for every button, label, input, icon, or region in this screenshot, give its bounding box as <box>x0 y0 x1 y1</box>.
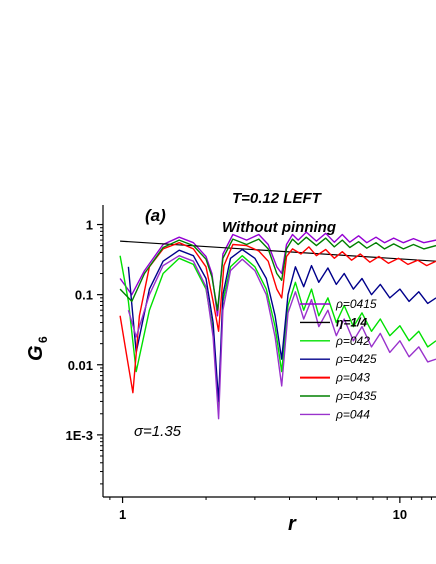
y-axis-label-main: G <box>25 345 47 361</box>
y-axis-label-subscript: 6 <box>36 336 50 343</box>
y-tick-label: 1E-3 <box>66 428 93 443</box>
x-axis-label: r <box>288 513 297 535</box>
legend-label: ρ=0425 <box>335 352 377 366</box>
series-layer <box>119 231 436 420</box>
legend-label: ρ=0435 <box>335 389 377 403</box>
series-line-5 <box>119 236 436 311</box>
ticks-group: 1 0.1 0.01 1E-3 1 10 <box>66 218 432 522</box>
y-tick-label: 0.01 <box>68 358 93 373</box>
legend-label: ρ=044 <box>335 407 370 421</box>
legend-label: η=1/4 <box>336 315 367 329</box>
series-line-4 <box>119 241 436 394</box>
series-line-2 <box>119 254 436 408</box>
legend-label: ρ=043 <box>335 371 370 385</box>
panel-label: (a) <box>145 206 166 225</box>
y-tick-label: 0.1 <box>75 288 93 303</box>
series-line-0 <box>119 231 436 317</box>
axes-group <box>102 205 436 498</box>
series-line-3 <box>127 248 436 403</box>
x-tick-label: 10 <box>393 507 407 522</box>
series-line-6 <box>127 254 436 420</box>
legend-label: ρ=0415 <box>335 297 377 311</box>
y-axis-label: G 6 <box>25 336 50 361</box>
x-tick-label: 1 <box>119 507 126 522</box>
legend-label: ρ=042 <box>335 334 370 348</box>
legend: ρ=0415 η=1/4 ρ=042 ρ=0425 ρ=043 ρ=0435 ρ=044 <box>300 297 377 421</box>
y-tick-label: 1 <box>86 218 93 233</box>
sigma-annotation: σ=1.35 <box>134 423 182 440</box>
chart-title-line2: Without pinning <box>222 219 336 236</box>
chart-title-line1: T=0.12 LEFT <box>232 190 323 207</box>
